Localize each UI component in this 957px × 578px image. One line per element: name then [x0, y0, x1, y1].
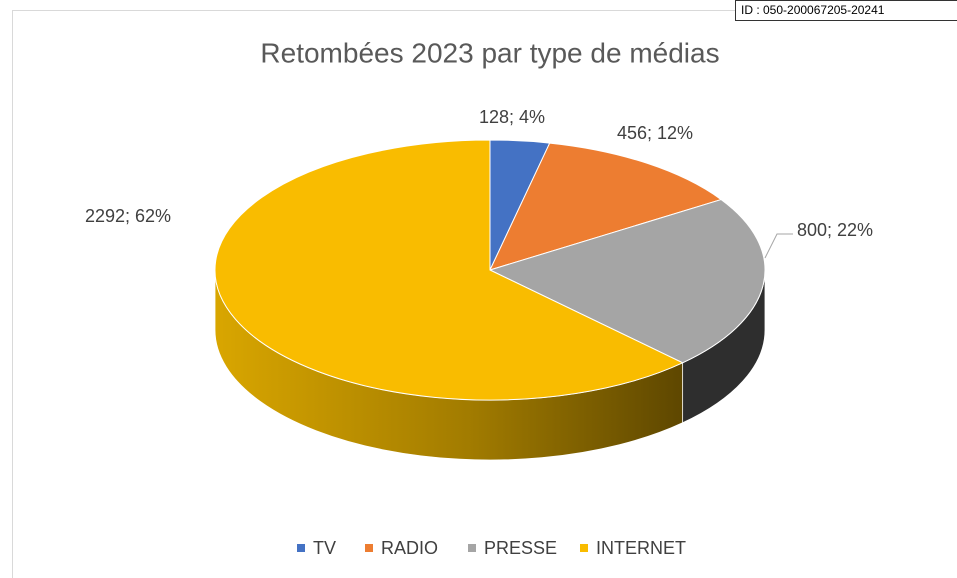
legend-label: PRESSE [484, 538, 557, 558]
data-label: 128; 4% [479, 107, 545, 127]
slice [488, 199, 766, 364]
data-label: 800; 22% [797, 220, 873, 240]
legend-label: RADIO [381, 538, 438, 558]
data-label: 456; 12% [617, 123, 693, 143]
stamp-box [735, 0, 957, 21]
slice [489, 142, 723, 271]
legend-label: TV [313, 538, 336, 558]
legend-swatch [297, 544, 305, 552]
legend-swatch [365, 544, 373, 552]
stamp: ID : 050-200067205-20241 [741, 3, 885, 17]
data-label: 2292; 62% [85, 206, 171, 226]
legend-swatch [580, 544, 588, 552]
leader-line [764, 233, 793, 259]
slice [214, 139, 684, 401]
legend-label: INTERNET [596, 538, 686, 558]
chart-title: Retombées 2023 par type de médias [260, 37, 719, 68]
legend-swatch [468, 544, 476, 552]
